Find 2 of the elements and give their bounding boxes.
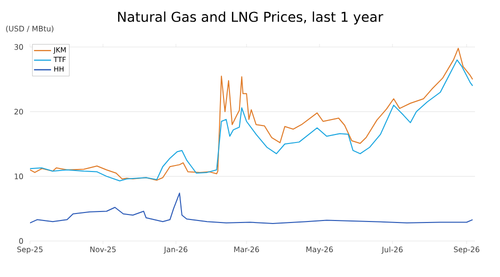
line-series [30, 192, 474, 224]
chart-title: Natural Gas and LNG Prices, last 1 year [118, 11, 384, 25]
